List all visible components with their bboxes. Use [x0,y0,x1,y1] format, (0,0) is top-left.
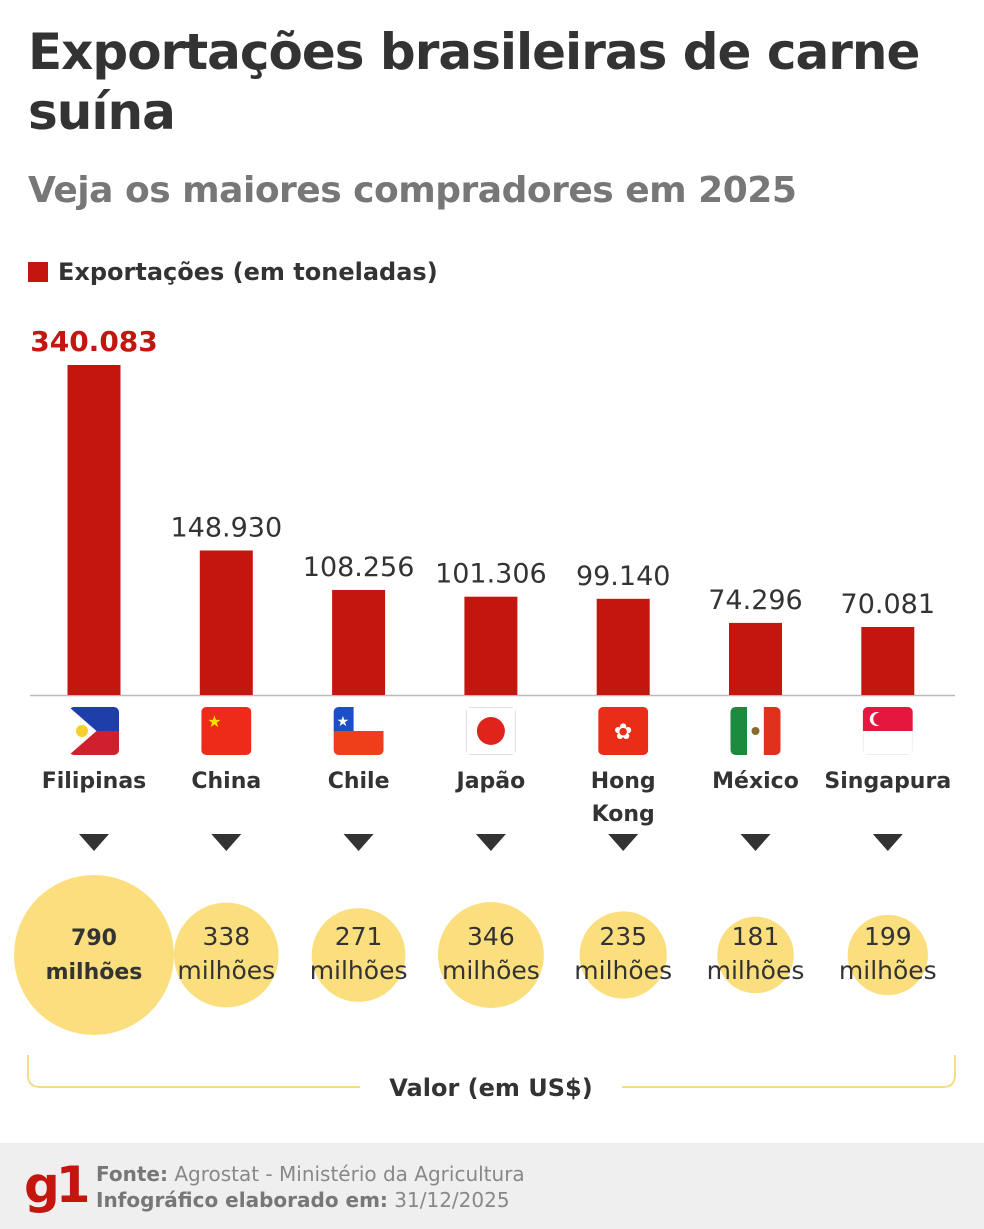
chart-title: Exportações brasileiras de carne suína [28,23,920,141]
value-bubble [173,902,279,1008]
bubble-value: 181 [732,922,780,951]
bar-value-label: 99.140 [576,561,670,592]
bar-value-label: 148.930 [170,512,282,543]
flag-star: ★ [337,714,350,730]
value-bubble [579,911,667,999]
bubble-value: 790 [71,926,117,951]
category-label: Chile [328,769,390,794]
value-bubble [437,902,544,1008]
arrow-down-icon [608,834,639,851]
hong-kong-flag-icon: ✿ [598,707,649,755]
philippines-flag-icon [69,707,119,755]
flag-body [862,707,913,755]
flag-body: ✿ [598,707,649,755]
flag-disc [476,717,505,745]
flag-part [763,707,781,755]
arrow-down-icon [211,834,242,851]
legend: Exportações (em toneladas) [28,258,438,286]
source-block: Fonte: Agrostat - Ministério da Agricult… [96,1161,525,1213]
bubble-unit: milhões [46,960,143,985]
chart-subtitle: Veja os maiores compradores em 2025 [28,170,797,211]
flag-moon-cut [873,712,887,726]
arrow-down-icon [79,834,109,851]
flag-flower: ✿ [614,720,632,745]
bubble-value: 199 [864,922,912,951]
bar [464,596,518,695]
category-label: Singapura [824,769,951,794]
bar [729,622,782,695]
value-bubble [847,914,928,996]
legend-label: Exportações (em toneladas) [58,258,438,286]
category-label: China [191,769,261,794]
flag-part [730,707,748,755]
bracket-right [622,1055,956,1088]
bubble-unit: milhões [177,956,275,985]
category-label: Filipinas [42,769,147,794]
bubble-value: 235 [599,922,647,951]
flag-body [465,707,516,755]
bar-value-label: 101.306 [435,559,547,590]
bar [67,365,121,695]
flag-body: ★ [201,707,252,755]
arrow-down-icon [872,834,903,851]
bubble-axis-label: Valor (em US$) [389,1074,592,1102]
singapore-flag-icon [862,707,913,755]
footer: g1 Fonte: Agrostat - Ministério da Agric… [0,1143,984,1229]
source-text: Agrostat - Ministério da Agricultura [174,1162,525,1186]
mexico-flag-icon [730,707,781,755]
china-flag-icon: ★ [201,707,252,755]
g1-logo: g1 [24,1156,91,1214]
category-label: Hong [591,769,656,794]
flag-part [333,731,384,755]
date-label: Infográfico elaborado em: [96,1188,388,1212]
bar [596,598,650,695]
legend-swatch [28,262,48,282]
bubble-unit: milhões [574,956,672,985]
flag-body [730,707,781,755]
bar-value-label: 108.256 [303,552,415,583]
flag-part [598,707,649,755]
arrow-down-icon [343,834,374,851]
bar [861,626,915,695]
bubble-unit: milhões [839,956,937,985]
japan-flag-icon [465,707,516,755]
value-bubble [14,875,174,1035]
category-label: Kong [592,802,655,827]
flag-part [201,707,252,755]
category-label: Japão [455,769,526,794]
flag-sun [76,725,88,737]
bubble-value: 338 [202,922,250,951]
flag-body [69,707,119,755]
chile-flag-icon: ★ [333,707,384,755]
flag-emblem [751,727,760,735]
source-label: Fonte: [96,1162,168,1186]
bubble-unit: milhões [310,956,408,985]
value-bubble [311,908,406,1002]
bar [332,589,386,695]
arrow-down-icon [475,834,506,851]
bubble-unit: milhões [707,956,805,985]
bracket-left [27,1055,360,1088]
arrow-down-icon [740,834,771,851]
flag-part [333,707,354,731]
date-text: 31/12/2025 [394,1188,510,1212]
bar [199,550,253,695]
bar-value-label: 74.296 [708,585,802,616]
bubble-unit: milhões [442,956,540,985]
bubble-value: 271 [335,922,383,951]
bubble-value: 346 [467,922,515,951]
flag-star: ★ [207,712,221,731]
category-label: México [712,769,799,794]
flag-body: ★ [333,707,384,755]
bar-value-label: 70.081 [841,589,935,620]
value-bubble [717,916,794,994]
bar-value-label: 340.083 [30,325,158,358]
chart-area: 340.083 Filipinas 790 milhões 148.930 ★ China 3… [14,325,956,1102]
